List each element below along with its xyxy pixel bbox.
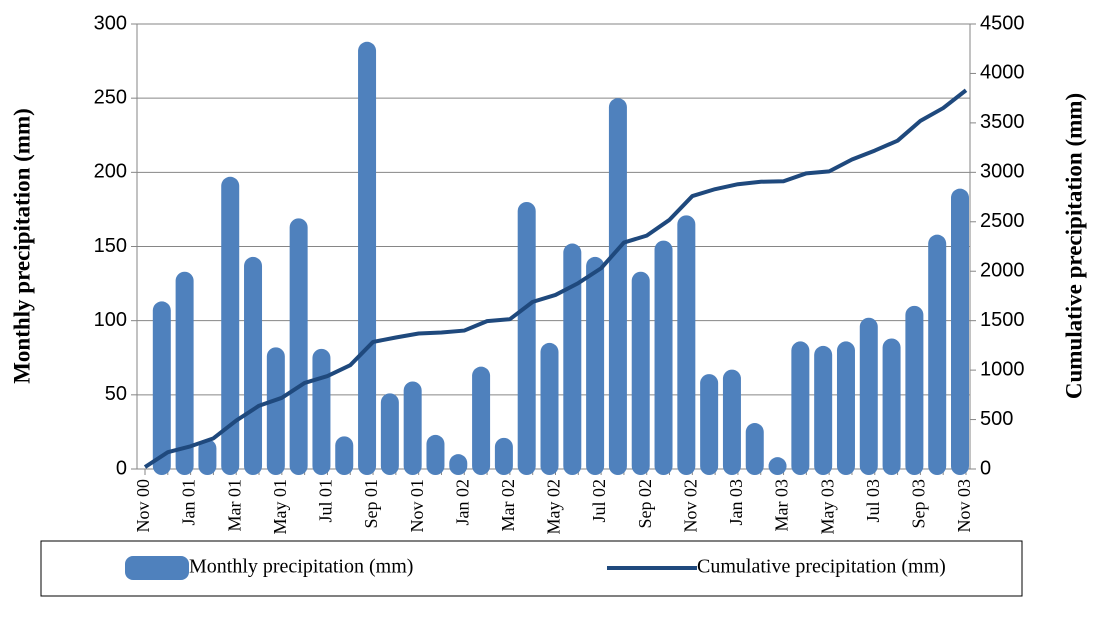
bar: [882, 338, 901, 475]
bar: [859, 317, 878, 475]
bar: [358, 41, 377, 476]
bar: [631, 271, 650, 475]
y-tick-label: 300: [94, 12, 127, 34]
bar: [928, 234, 947, 475]
x-tick-label: Jan 03: [726, 479, 746, 526]
y2-tick-label: 1000: [980, 358, 1025, 380]
y2-tick-label: 1500: [980, 309, 1025, 331]
y-tick-label: 50: [105, 383, 127, 405]
bar: [289, 218, 308, 476]
y-axis-label: Monthly precipitation (mm): [9, 108, 34, 384]
x-tick-label: Jan 02: [452, 479, 472, 526]
x-tick-label: May 02: [544, 479, 564, 535]
bar: [745, 423, 764, 475]
bar: [380, 393, 399, 475]
bar: [836, 341, 855, 475]
y2-tick-label: 4000: [980, 62, 1025, 84]
bar: [198, 439, 217, 475]
bar: [494, 437, 513, 475]
bar: [768, 457, 787, 475]
cumulative-line: [143, 88, 968, 469]
x-tick-label: Mar 02: [498, 479, 518, 532]
bar: [152, 301, 171, 475]
y2-axis-label: Cumulative precipitation (mm): [1061, 93, 1086, 399]
x-tick-label: Mar 01: [224, 479, 244, 532]
x-tick-label: May 01: [270, 479, 290, 535]
bar: [175, 271, 194, 475]
y2-tick-label: 2000: [980, 260, 1025, 282]
legend-label: Monthly precipitation (mm): [189, 556, 413, 578]
x-tick-label: Nov 01: [407, 479, 427, 533]
y2-tick-label: 500: [980, 408, 1013, 430]
y-tick-label: 250: [94, 86, 127, 108]
y2-tick-label: 0: [980, 457, 991, 479]
y-tick-label: 0: [116, 457, 127, 479]
bar: [814, 345, 833, 475]
x-tick-label: Jan 01: [179, 479, 199, 526]
bar: [312, 348, 331, 475]
bar: [517, 202, 536, 475]
y2-tick-label: 3500: [980, 111, 1025, 133]
y2-tick-label: 2500: [980, 210, 1025, 232]
bar: [472, 366, 491, 475]
bar: [677, 215, 696, 475]
y2-tick-label: 4500: [980, 12, 1025, 34]
bar: [403, 381, 422, 475]
bar: [335, 436, 354, 475]
bar: [608, 98, 627, 476]
x-tick-label: Nov 00: [133, 479, 153, 533]
y-tick-label: 150: [94, 235, 127, 257]
bar: [905, 305, 924, 475]
x-tick-label: May 03: [817, 479, 837, 535]
bar: [449, 454, 468, 475]
bar: [244, 256, 263, 475]
y-tick-label: 100: [94, 309, 127, 331]
bar: [654, 240, 673, 475]
bar: [426, 434, 445, 475]
legend-box: [40, 540, 1023, 597]
x-tick-label: Jul 03: [863, 479, 883, 523]
bar: [586, 256, 605, 475]
x-tick-label: Sep 03: [909, 479, 929, 529]
bar: [540, 342, 559, 475]
bar: [221, 176, 240, 476]
x-tick-label: Sep 01: [361, 479, 381, 529]
x-tick-label: Jul 01: [316, 479, 336, 523]
bar: [700, 374, 719, 475]
bar: [951, 188, 969, 475]
x-tick-label: Nov 03: [954, 479, 974, 533]
y-tick-label: 200: [94, 161, 127, 183]
bar: [266, 347, 285, 475]
bar: [722, 369, 741, 475]
bar: [563, 243, 582, 475]
x-tick-label: Sep 02: [635, 479, 655, 529]
legend-label: Cumulative precipitation (mm): [697, 556, 946, 578]
x-tick-label: Jul 02: [589, 479, 609, 523]
y2-tick-label: 3000: [980, 161, 1025, 183]
x-tick-label: Mar 03: [772, 479, 792, 532]
legend-swatch: [125, 556, 189, 580]
bar: [791, 341, 810, 475]
x-tick-label: Nov 02: [680, 479, 700, 533]
